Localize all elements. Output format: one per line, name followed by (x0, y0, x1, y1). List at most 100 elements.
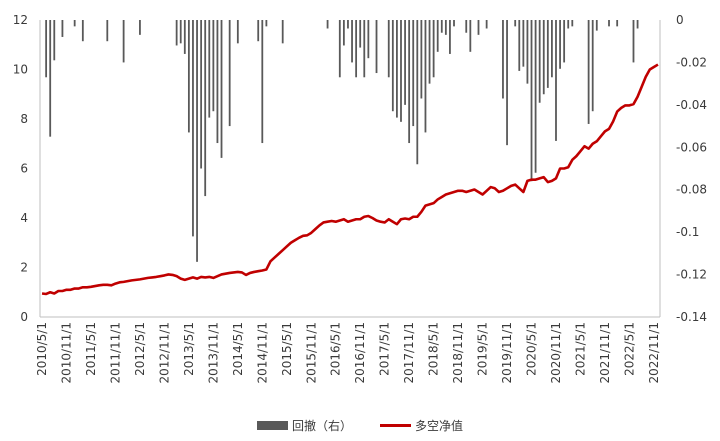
x-tick-label: 2017/5/1 (378, 322, 392, 376)
drawdown-bar (326, 20, 329, 29)
left-tick-label: 10 (13, 63, 28, 77)
drawdown-bar (228, 20, 231, 127)
drawdown-bar (526, 20, 529, 84)
drawdown-bar (502, 20, 504, 99)
drawdown-bar (587, 20, 590, 124)
drawdown-bar (196, 20, 198, 262)
drawdown-bar (563, 20, 566, 63)
drawdown-bar (518, 20, 521, 71)
x-tick-label: 2010/5/1 (35, 322, 49, 376)
drawdown-bar (506, 20, 508, 146)
right-tick-label: 0 (676, 13, 684, 27)
right-tick-label: -0.08 (676, 183, 707, 197)
drawdown-bar (175, 20, 178, 46)
left-tick-label: 2 (20, 261, 28, 275)
drawdown-bar (432, 20, 435, 78)
x-tick-label: 2019/5/1 (476, 322, 490, 376)
drawdown-bar (595, 20, 598, 31)
x-tick-label: 2020/11/1 (549, 322, 563, 384)
right-tick-label: -0.14 (676, 310, 707, 324)
legend: 回撤（右） 多空净值 (257, 418, 463, 433)
drawdown-bar (61, 20, 64, 37)
drawdown-bar (265, 20, 268, 27)
drawdown-bar (192, 20, 194, 237)
drawdown-bar (53, 20, 56, 61)
x-tick-label: 2012/11/1 (157, 322, 171, 384)
axes (39, 20, 661, 318)
drawdown-bar (420, 20, 423, 99)
drawdown-bar (591, 20, 594, 112)
left-tick-label: 12 (13, 13, 28, 27)
drawdown-bar (469, 20, 472, 52)
drawdown-bar (396, 20, 398, 118)
drawdown-bar (636, 20, 639, 29)
drawdown-bar (281, 20, 284, 44)
nav-line (41, 63, 659, 296)
drawdown-bar (571, 20, 574, 27)
drawdown-bar (367, 20, 370, 59)
drawdown-bar (453, 20, 455, 27)
drawdown-bar (179, 20, 182, 44)
drawdown-bar (424, 20, 427, 133)
drawdown-bar (106, 20, 109, 42)
drawdown-bar (632, 20, 635, 63)
drawdown-bar (436, 20, 439, 52)
x-tick-label: 2011/5/1 (84, 322, 98, 376)
drawdown-bar (355, 20, 358, 78)
drawdown-bar (212, 20, 215, 112)
drawdown-bar (73, 20, 76, 27)
x-tick-label: 2021/5/1 (573, 322, 587, 376)
x-tick-label: 2016/11/1 (353, 322, 367, 384)
drawdown-bar (555, 20, 557, 141)
drawdown-bar (608, 20, 610, 27)
legend-drawdown-label: 回撤（右） (292, 418, 352, 433)
drawdown-bar (465, 20, 468, 33)
drawdown-bar (440, 20, 443, 33)
right-tick-label: -0.06 (676, 140, 707, 154)
x-tick-label: 2018/11/1 (451, 322, 465, 384)
drawdown-bar (81, 20, 84, 42)
x-tick-label: 2014/5/1 (231, 322, 245, 376)
right-tick-label: -0.04 (676, 98, 707, 112)
x-tick-label: 2022/11/1 (647, 322, 661, 384)
left-axis-ticks: 0 2 4 6 8 10 12 (13, 13, 28, 324)
right-tick-label: -0.1 (676, 225, 699, 239)
right-tick-label: -0.12 (676, 268, 707, 282)
drawdown-bar (485, 20, 488, 29)
x-tick-label: 2021/11/1 (598, 322, 612, 384)
left-tick-label: 0 (20, 310, 28, 324)
drawdown-bar (530, 20, 533, 182)
x-tick-label: 2020/5/1 (525, 322, 539, 376)
drawdown-bar (338, 20, 341, 78)
x-tick-label: 2013/11/1 (206, 322, 220, 384)
drawdown-bar (183, 20, 186, 54)
drawdown-bar (449, 20, 451, 54)
x-tick-label: 2015/11/1 (304, 322, 318, 384)
drawdown-bar (236, 20, 239, 44)
x-axis-ticks: 2010/5/1 2010/11/1 2011/5/1 2011/11/1 2012/5… (35, 322, 661, 384)
drawdown-bar (363, 20, 366, 78)
drawdown-bar (542, 20, 545, 95)
drawdown-bar (257, 20, 260, 42)
drawdown-bar (416, 20, 419, 165)
drawdown-bar (216, 20, 219, 144)
drawdown-bar (375, 20, 378, 74)
right-axis-ticks: 0 -0.02 -0.04 -0.06 -0.08 -0.1 -0.12 -0.14 (676, 13, 707, 324)
drawdown-bar (514, 20, 517, 27)
drawdown-bar (200, 20, 203, 169)
drawdown-bars (45, 20, 639, 262)
drawdown-bar (522, 20, 525, 67)
drawdown-bar (359, 20, 362, 48)
drawdown-bar (139, 20, 141, 35)
drawdown-bar (551, 20, 553, 78)
drawdown-bar (546, 20, 549, 88)
drawdown-bar (45, 20, 48, 78)
drawdown-bar (412, 20, 415, 127)
drawdown-bar (559, 20, 561, 69)
x-tick-label: 2013/5/1 (182, 322, 196, 376)
x-tick-label: 2014/11/1 (255, 322, 269, 384)
drawdown-bar (261, 20, 264, 144)
drawdown-bar (567, 20, 570, 29)
x-tick-label: 2016/5/1 (329, 322, 343, 376)
